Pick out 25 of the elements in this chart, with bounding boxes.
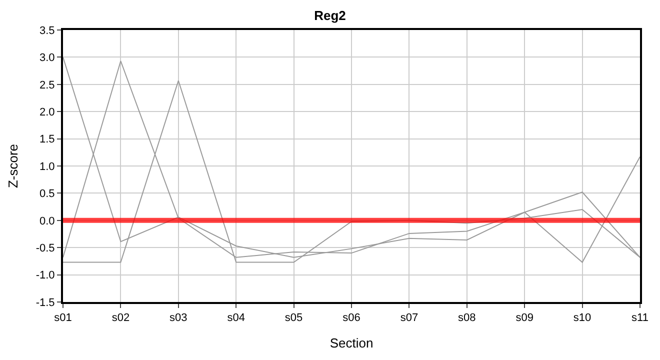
y-tick-label: -1.0 <box>36 270 55 282</box>
y-tick-label: 2.5 <box>40 79 55 92</box>
x-tick-label: s11 <box>632 312 648 324</box>
y-tick-label: 0.0 <box>40 215 55 228</box>
y-axis-title: Z-score <box>5 144 20 188</box>
x-tick-label: s05 <box>284 312 303 324</box>
x-tick-label: s02 <box>112 312 130 324</box>
x-tick-label: s08 <box>458 312 476 324</box>
chart-title: Reg2 <box>314 8 346 23</box>
y-tick-label: 1.0 <box>40 160 55 173</box>
x-tick-label: s01 <box>54 312 72 324</box>
x-tick-label: s03 <box>170 312 188 324</box>
y-tick-label: 0.5 <box>40 188 55 200</box>
y-tick-label: 3.0 <box>40 52 55 64</box>
x-tick-label: s06 <box>342 312 360 324</box>
x-tick-label: s04 <box>227 312 245 324</box>
x-tick-label: s09 <box>516 312 534 324</box>
y-tick-label: 3.5 <box>40 24 55 37</box>
y-tick-label: -0.5 <box>36 242 55 254</box>
x-axis-title: Section <box>330 335 374 350</box>
y-tick-label: 1.5 <box>40 134 55 146</box>
x-tick-label: s07 <box>400 312 418 324</box>
y-tick-label: 2.0 <box>40 106 55 118</box>
y-tick-label: -1.5 <box>36 296 55 309</box>
x-tick-label: s10 <box>573 312 592 324</box>
